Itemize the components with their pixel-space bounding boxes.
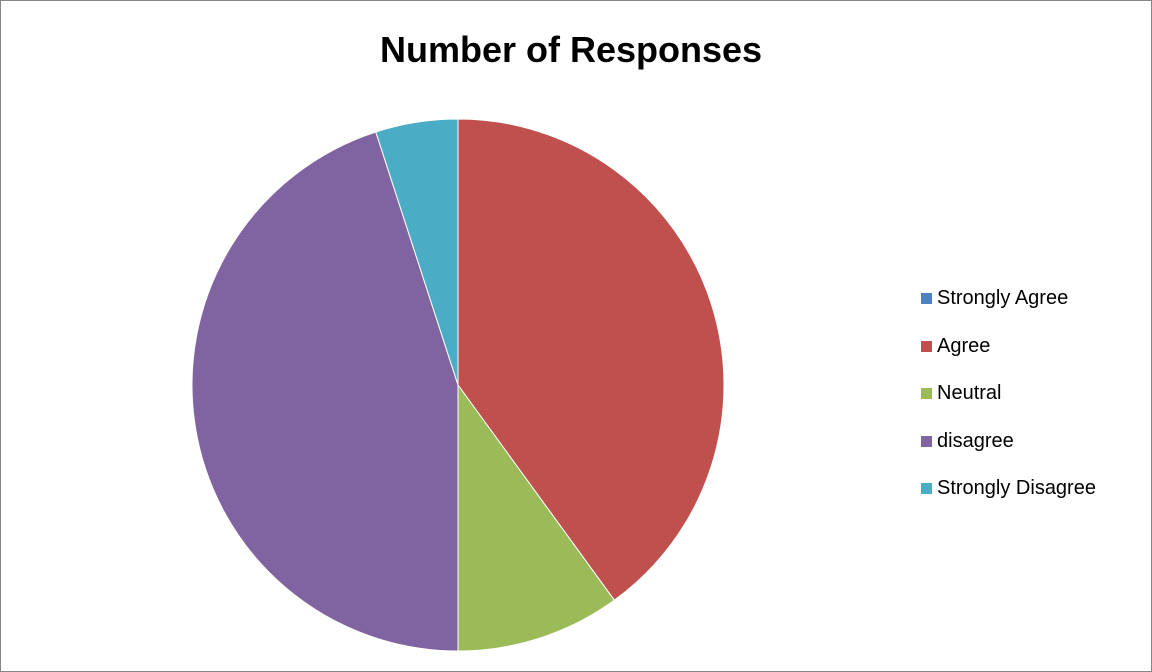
legend-swatch-agree — [921, 340, 932, 352]
legend-label: disagree — [937, 429, 1014, 452]
legend-item-strongly-disagree: Strongly Disagree — [921, 465, 1096, 513]
pie-slice-strongly-disagree — [375, 118, 459, 386]
legend-swatch-neutral — [921, 388, 932, 400]
legend-label: Strongly Disagree — [937, 477, 1096, 500]
pie-slice-neutral — [457, 383, 616, 652]
chart-title: Number of Responses — [379, 29, 763, 70]
legend-label: Strongly Agree — [937, 287, 1069, 310]
legend-item-agree: Agree — [921, 323, 1096, 371]
legend-label: Agree — [937, 334, 991, 357]
pie-slice-disagree — [191, 131, 459, 652]
legend-swatch-strongly-disagree — [921, 483, 932, 495]
chart-legend: Strongly Agree Agree Neutral disagree Strong… — [921, 275, 1096, 513]
legend-label: Neutral — [937, 382, 1002, 405]
legend-item-neutral: Neutral — [921, 370, 1096, 418]
pie-slice-agree — [457, 118, 725, 601]
legend-swatch-strongly-agree — [921, 293, 932, 305]
pie-slices — [191, 118, 725, 652]
legend-swatch-disagree — [921, 435, 932, 447]
legend-item-strongly-agree: Strongly Agree — [921, 275, 1096, 323]
legend-item-disagree: disagree — [921, 418, 1096, 466]
